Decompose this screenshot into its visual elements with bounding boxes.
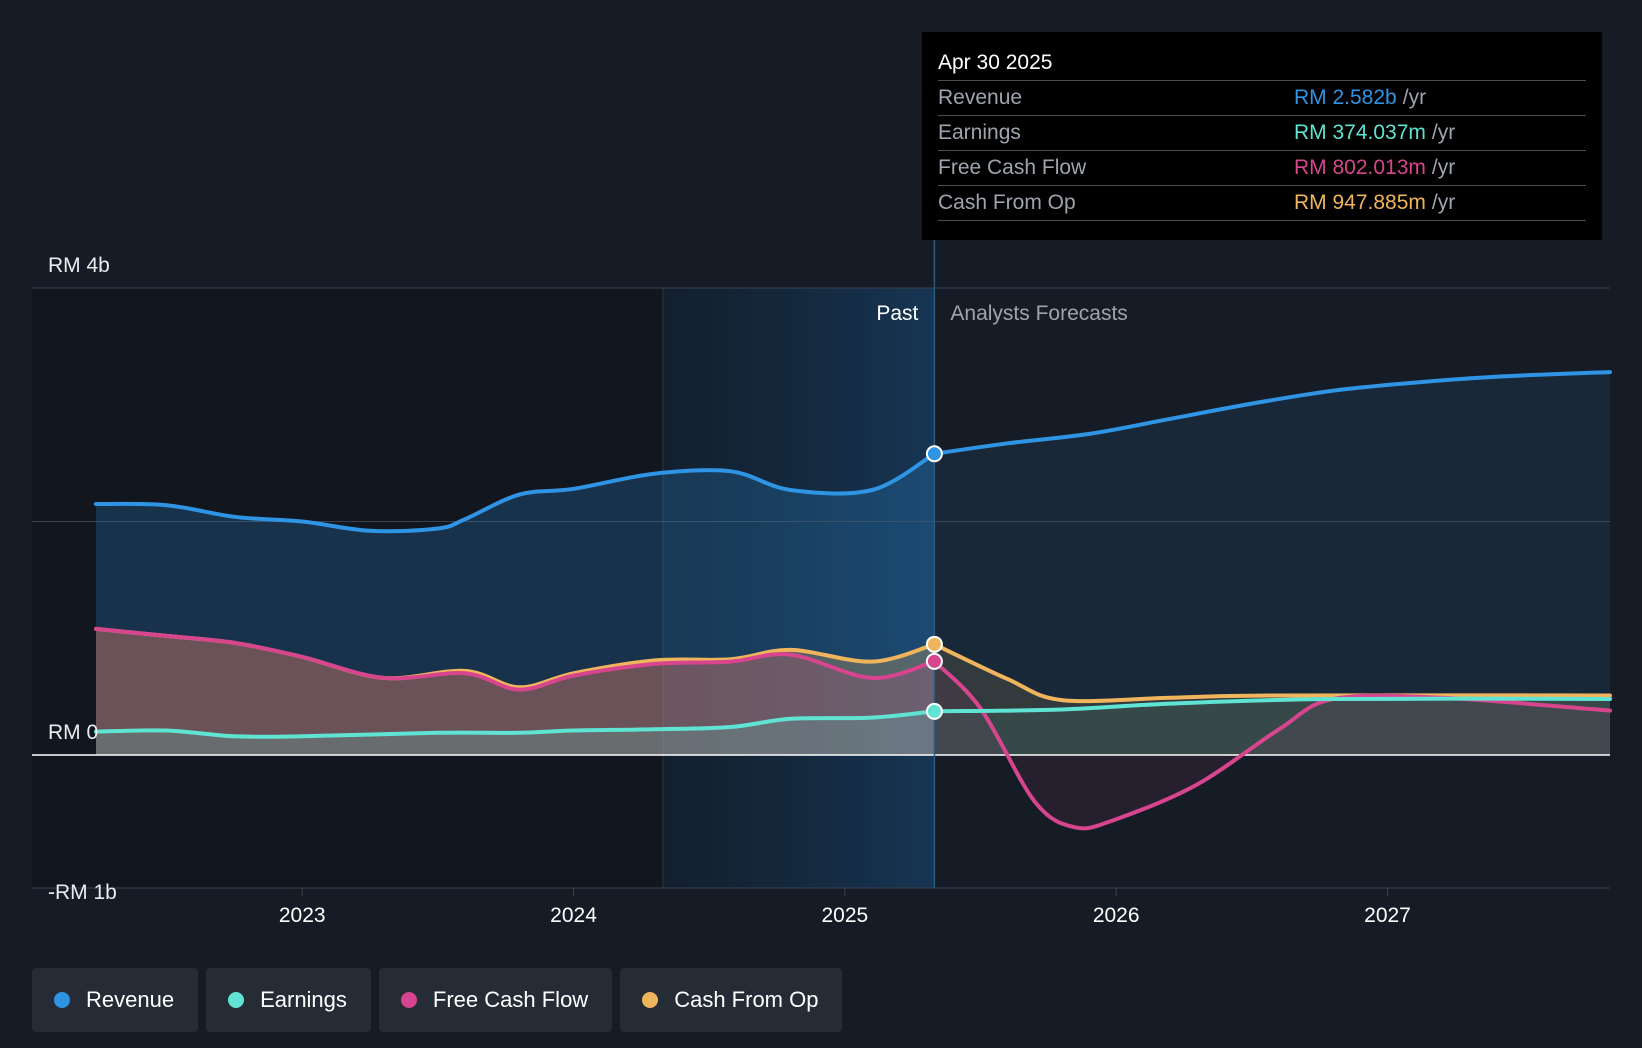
y-axis-label: RM 4b [48, 254, 110, 277]
chart-legend: Revenue Earnings Free Cash Flow Cash Fro… [32, 968, 843, 1032]
revenue-point-marker [925, 445, 943, 463]
y-axis-label: RM 0 [48, 721, 98, 744]
free-cash-flow-dot-icon [400, 992, 417, 1008]
revenue-dot-icon [54, 992, 70, 1008]
legend-item-cash-from-op[interactable]: Cash From Op [620, 968, 843, 1032]
legend-label: Cash From Op [674, 987, 819, 1012]
y-axis-label: -RM 1b [48, 881, 117, 904]
free-cash-flow-forecast-area [934, 661, 1610, 829]
earnings-point-marker [925, 702, 943, 720]
tooltip-row-earnings: Earnings RM 374.037m /yr [938, 116, 1586, 151]
legend-item-free-cash-flow[interactable]: Free Cash Flow [378, 968, 613, 1032]
revenue-past-area [96, 453, 935, 755]
earnings-dot-icon [228, 992, 245, 1008]
tooltip-series-name: Cash From Op [938, 191, 1076, 214]
x-tick-label: 2023 [279, 904, 326, 927]
cash-from-op-dot-icon [642, 992, 659, 1008]
legend-label: Free Cash Flow [432, 987, 589, 1012]
free-cash-flow-point-marker [925, 652, 943, 670]
legend-label: Revenue [86, 987, 175, 1012]
revenue-forecast-area [934, 372, 1610, 755]
tooltip-row-revenue: Revenue RM 2.582b /yr [938, 81, 1586, 116]
tooltip-series-unit: /yr [1402, 86, 1427, 109]
tooltip-series-value: RM 802.013m [1294, 156, 1426, 179]
legend-item-earnings[interactable]: Earnings [206, 968, 371, 1032]
earnings-forecast-area [934, 698, 1610, 755]
revenue-forecast-line [932, 370, 1612, 456]
tooltip-series-unit: /yr [1431, 156, 1456, 179]
tooltip-series-name: Revenue [938, 86, 1023, 109]
tooltip-row-free-cash-flow: Free Cash Flow RM 802.013m /yr [938, 151, 1586, 186]
tooltip-date: Apr 30 2025 [938, 46, 1586, 81]
tooltip-series-unit: /yr [1431, 191, 1456, 214]
past-highlight-band [663, 288, 935, 888]
x-tick-label: 2027 [1364, 904, 1411, 927]
revenue-past-line [94, 451, 937, 534]
x-tick-label: 2025 [822, 904, 869, 927]
free-cash-flow-past-line [94, 626, 937, 692]
cash-from-op-point-marker [925, 635, 943, 653]
legend-label: Earnings [260, 987, 347, 1012]
x-tick-label: 2024 [550, 904, 597, 927]
tooltip-series-name: Earnings [938, 121, 1021, 144]
earnings-forecast-line [932, 696, 1612, 714]
free-cash-flow-past-area [96, 628, 935, 755]
tooltip-series-name: Free Cash Flow [938, 156, 1087, 179]
chart-tooltip: Apr 30 2025 Revenue RM 2.582b /yr Earnin… [922, 32, 1602, 240]
x-tick-label: 2026 [1093, 904, 1140, 927]
legend-item-revenue[interactable]: Revenue [32, 968, 199, 1032]
tooltip-series-value: RM 947.885m [1294, 191, 1426, 214]
forecast-label: Analysts Forecasts [950, 302, 1127, 325]
tooltip-series-unit: /yr [1431, 121, 1456, 144]
past-label: Past [876, 302, 918, 325]
tooltip-series-value: RM 2.582b [1294, 86, 1397, 109]
earnings-past-line [94, 709, 937, 739]
tooltip-series-value: RM 374.037m [1294, 121, 1426, 144]
tooltip-row-cash-from-op: Cash From Op RM 947.885m /yr [938, 186, 1586, 221]
